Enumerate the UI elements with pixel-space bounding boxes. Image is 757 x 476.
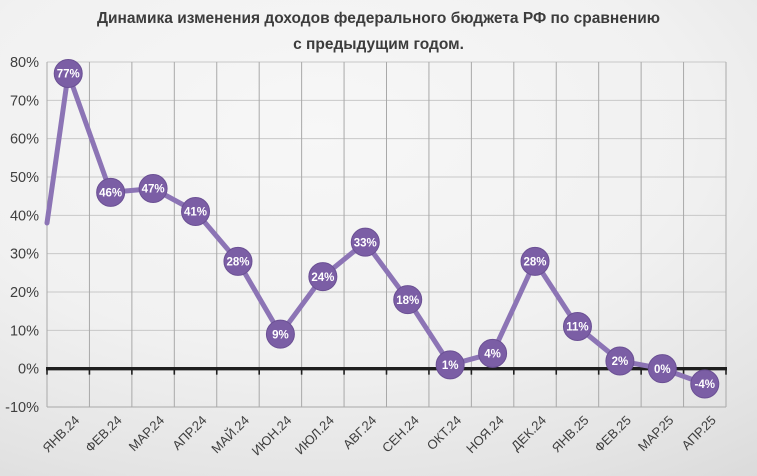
data-point-marker <box>393 285 423 315</box>
data-point-label: 2% <box>612 356 629 368</box>
data-point-label: 28% <box>524 257 547 269</box>
data-point-label: 47% <box>142 184 165 196</box>
y-axis-tick-label: 20% <box>10 285 39 301</box>
data-point-label: 33% <box>354 237 377 249</box>
x-axis-tick-label: МАР.24 <box>126 413 168 455</box>
x-axis-tick-label: АПР.25 <box>678 413 718 453</box>
chart-title-text: Динамика изменения доходов федерального … <box>96 10 661 53</box>
data-point-label: 77% <box>57 69 80 81</box>
x-axis-tick-label: ФЕВ.25 <box>591 413 634 456</box>
data-point-label: 18% <box>396 295 419 307</box>
data-point-marker <box>690 369 720 399</box>
chart-title: Динамика изменения доходов федерального … <box>0 6 757 58</box>
y-axis-tick-label: -10% <box>5 400 39 416</box>
data-point-marker <box>181 197 211 226</box>
data-point-marker <box>647 354 677 384</box>
x-axis-tick-label: МАР.25 <box>635 413 677 455</box>
x-axis-tick-label: НОЯ.24 <box>463 413 507 457</box>
data-point-label: 41% <box>184 207 207 219</box>
y-axis-tick-label: 70% <box>10 93 39 109</box>
data-point-label: 4% <box>484 349 501 361</box>
x-axis-tick-label: ДЕК.24 <box>508 413 549 454</box>
data-point-marker <box>265 319 295 349</box>
y-axis-tick-label: 0% <box>18 362 39 378</box>
data-point-label: 24% <box>311 272 334 284</box>
data-point-marker <box>308 262 338 292</box>
data-point-label: 1% <box>442 360 459 372</box>
data-point-label: 28% <box>226 257 249 269</box>
data-point-marker <box>138 174 168 203</box>
data-point-label: 46% <box>99 188 122 200</box>
x-axis-tick-label: СЕН.24 <box>379 413 422 456</box>
x-axis-tick-label: ИЮЛ.24 <box>292 413 337 458</box>
data-point-label: -4% <box>695 379 715 391</box>
y-axis-tick-label: 30% <box>10 247 39 263</box>
y-axis-tick-label: 50% <box>10 170 39 186</box>
data-point-marker <box>478 338 508 368</box>
data-point-marker <box>435 350 465 380</box>
data-point-marker <box>562 312 592 341</box>
data-point-marker <box>53 59 83 88</box>
x-axis-tick-label: ИЮН.24 <box>249 413 295 459</box>
x-axis-tick-label: ФЕВ.24 <box>82 413 125 456</box>
data-point-label: 0% <box>654 364 671 376</box>
x-axis-tick-label: ОКТ.24 <box>424 413 464 453</box>
y-axis-tick-label: 80% <box>10 55 39 71</box>
y-axis-tick-label: 40% <box>10 208 39 224</box>
y-axis-tick-label: 60% <box>10 132 39 148</box>
x-axis-tick-label: ЯНВ.24 <box>40 413 83 456</box>
x-axis-tick-label: ЯНВ.25 <box>549 413 592 456</box>
x-axis-tick-label: МАЙ.24 <box>208 413 252 457</box>
data-point-marker <box>520 246 550 276</box>
series-line <box>44 71 708 387</box>
x-axis-tick-label: АВГ.24 <box>340 413 380 453</box>
data-point-marker <box>223 246 253 276</box>
data-point-marker <box>96 177 126 207</box>
data-point-label: 11% <box>566 322 588 334</box>
data-point-marker <box>350 227 380 257</box>
x-axis-tick-label: АПР.24 <box>169 413 209 453</box>
data-point-label: 9% <box>272 329 289 341</box>
y-axis-tick-label: 10% <box>10 323 39 339</box>
data-point-marker <box>605 346 635 376</box>
